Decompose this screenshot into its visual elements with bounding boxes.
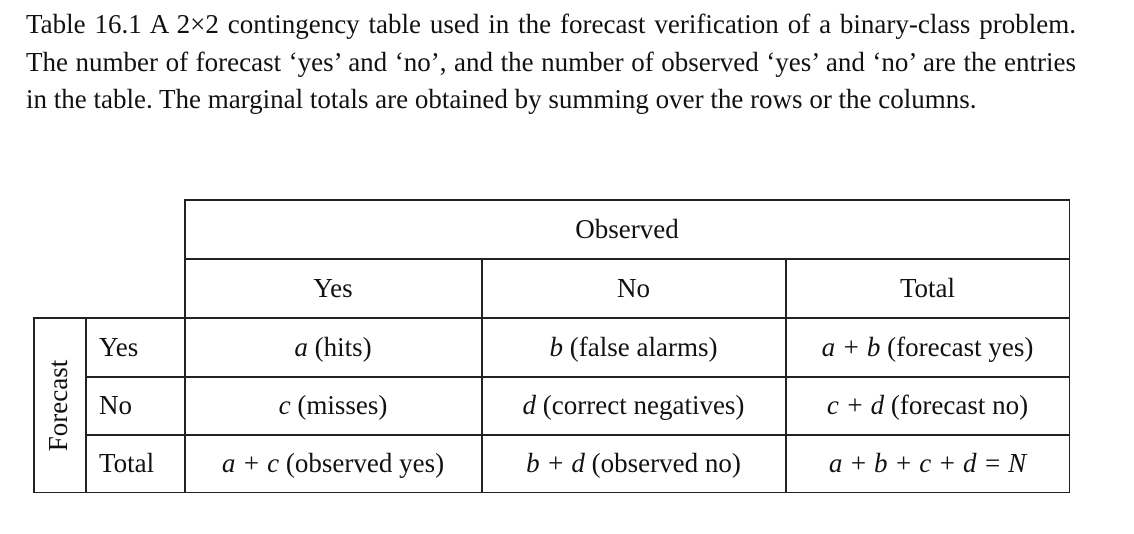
cell-forecast-yes: a + b (forecast yes) — [786, 318, 1069, 376]
forecast-header-text: Forecast — [43, 359, 74, 451]
rule-header — [33, 317, 1070, 319]
table-caption: Table 16.1 A 2×2 contingency table used i… — [26, 6, 1076, 119]
cell-desc: (forecast no) — [884, 390, 1029, 420]
cell-desc: (forecast yes) — [880, 331, 1034, 362]
rule-observed — [184, 258, 1070, 260]
cell-symbol: b — [549, 331, 564, 362]
rule-forecast — [85, 317, 87, 493]
rule-row-1 — [85, 376, 1070, 378]
cell-symbol: a — [294, 331, 308, 362]
row-label-no: No — [99, 390, 132, 420]
observed-header: Observed — [575, 213, 679, 244]
cell-symbol: a + b — [821, 331, 881, 362]
cell-symbol: a + b + c + d = N — [828, 448, 1027, 478]
rule-left — [33, 317, 35, 493]
cell-grand-total: a + b + c + d = N — [786, 435, 1069, 492]
row-label-yes: Yes — [99, 331, 139, 362]
cell-misses: c (misses) — [185, 377, 481, 434]
rule-col-1 — [481, 258, 483, 493]
forecast-header: Forecast — [33, 317, 85, 493]
cell-hits: a (hits) — [185, 318, 481, 376]
cell-observed-yes: a + c (observed yes) — [185, 435, 481, 492]
cell-symbol: c + d — [826, 390, 885, 420]
cell-desc: (correct negatives) — [536, 390, 745, 420]
cell-desc: (misses) — [290, 390, 388, 420]
cell-symbol: c — [278, 390, 291, 420]
cell-desc: (false alarms) — [563, 331, 718, 362]
caption-label: Table 16.1 — [26, 9, 142, 39]
col-header-no: No — [617, 272, 650, 303]
cell-false-alarms: b (false alarms) — [482, 318, 785, 376]
col-header-yes: Yes — [313, 272, 353, 303]
row-label-total: Total — [99, 448, 155, 478]
rule-top — [184, 199, 1070, 201]
contingency-table: Observed Yes No Total Forecast Yes No To… — [33, 199, 1070, 493]
cell-desc: (observed no) — [584, 448, 741, 478]
rule-row-2 — [85, 434, 1070, 436]
cell-desc: (observed yes) — [279, 448, 445, 478]
cell-symbol: b + d — [526, 448, 585, 478]
col-header-total: Total — [899, 272, 956, 303]
rule-col-2 — [785, 258, 787, 493]
cell-correct-negatives: d (correct negatives) — [482, 377, 785, 434]
rule-row-labels — [184, 199, 186, 493]
rule-bottom — [33, 491, 1070, 493]
cell-forecast-no: c + d (forecast no) — [786, 377, 1069, 434]
cell-observed-no: b + d (observed no) — [482, 435, 785, 492]
cell-symbol: d — [522, 390, 537, 420]
rule-right — [1068, 199, 1070, 493]
caption-text: A 2×2 contingency table used in the fore… — [26, 9, 1076, 114]
cell-desc: (hits) — [307, 331, 372, 362]
cell-symbol: a + c — [221, 448, 280, 478]
